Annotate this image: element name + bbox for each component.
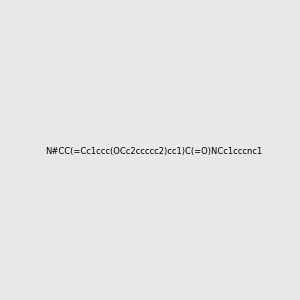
Text: N#CC(=Cc1ccc(OCc2ccccc2)cc1)C(=O)NCc1cccnc1: N#CC(=Cc1ccc(OCc2ccccc2)cc1)C(=O)NCc1ccc…: [45, 147, 262, 156]
